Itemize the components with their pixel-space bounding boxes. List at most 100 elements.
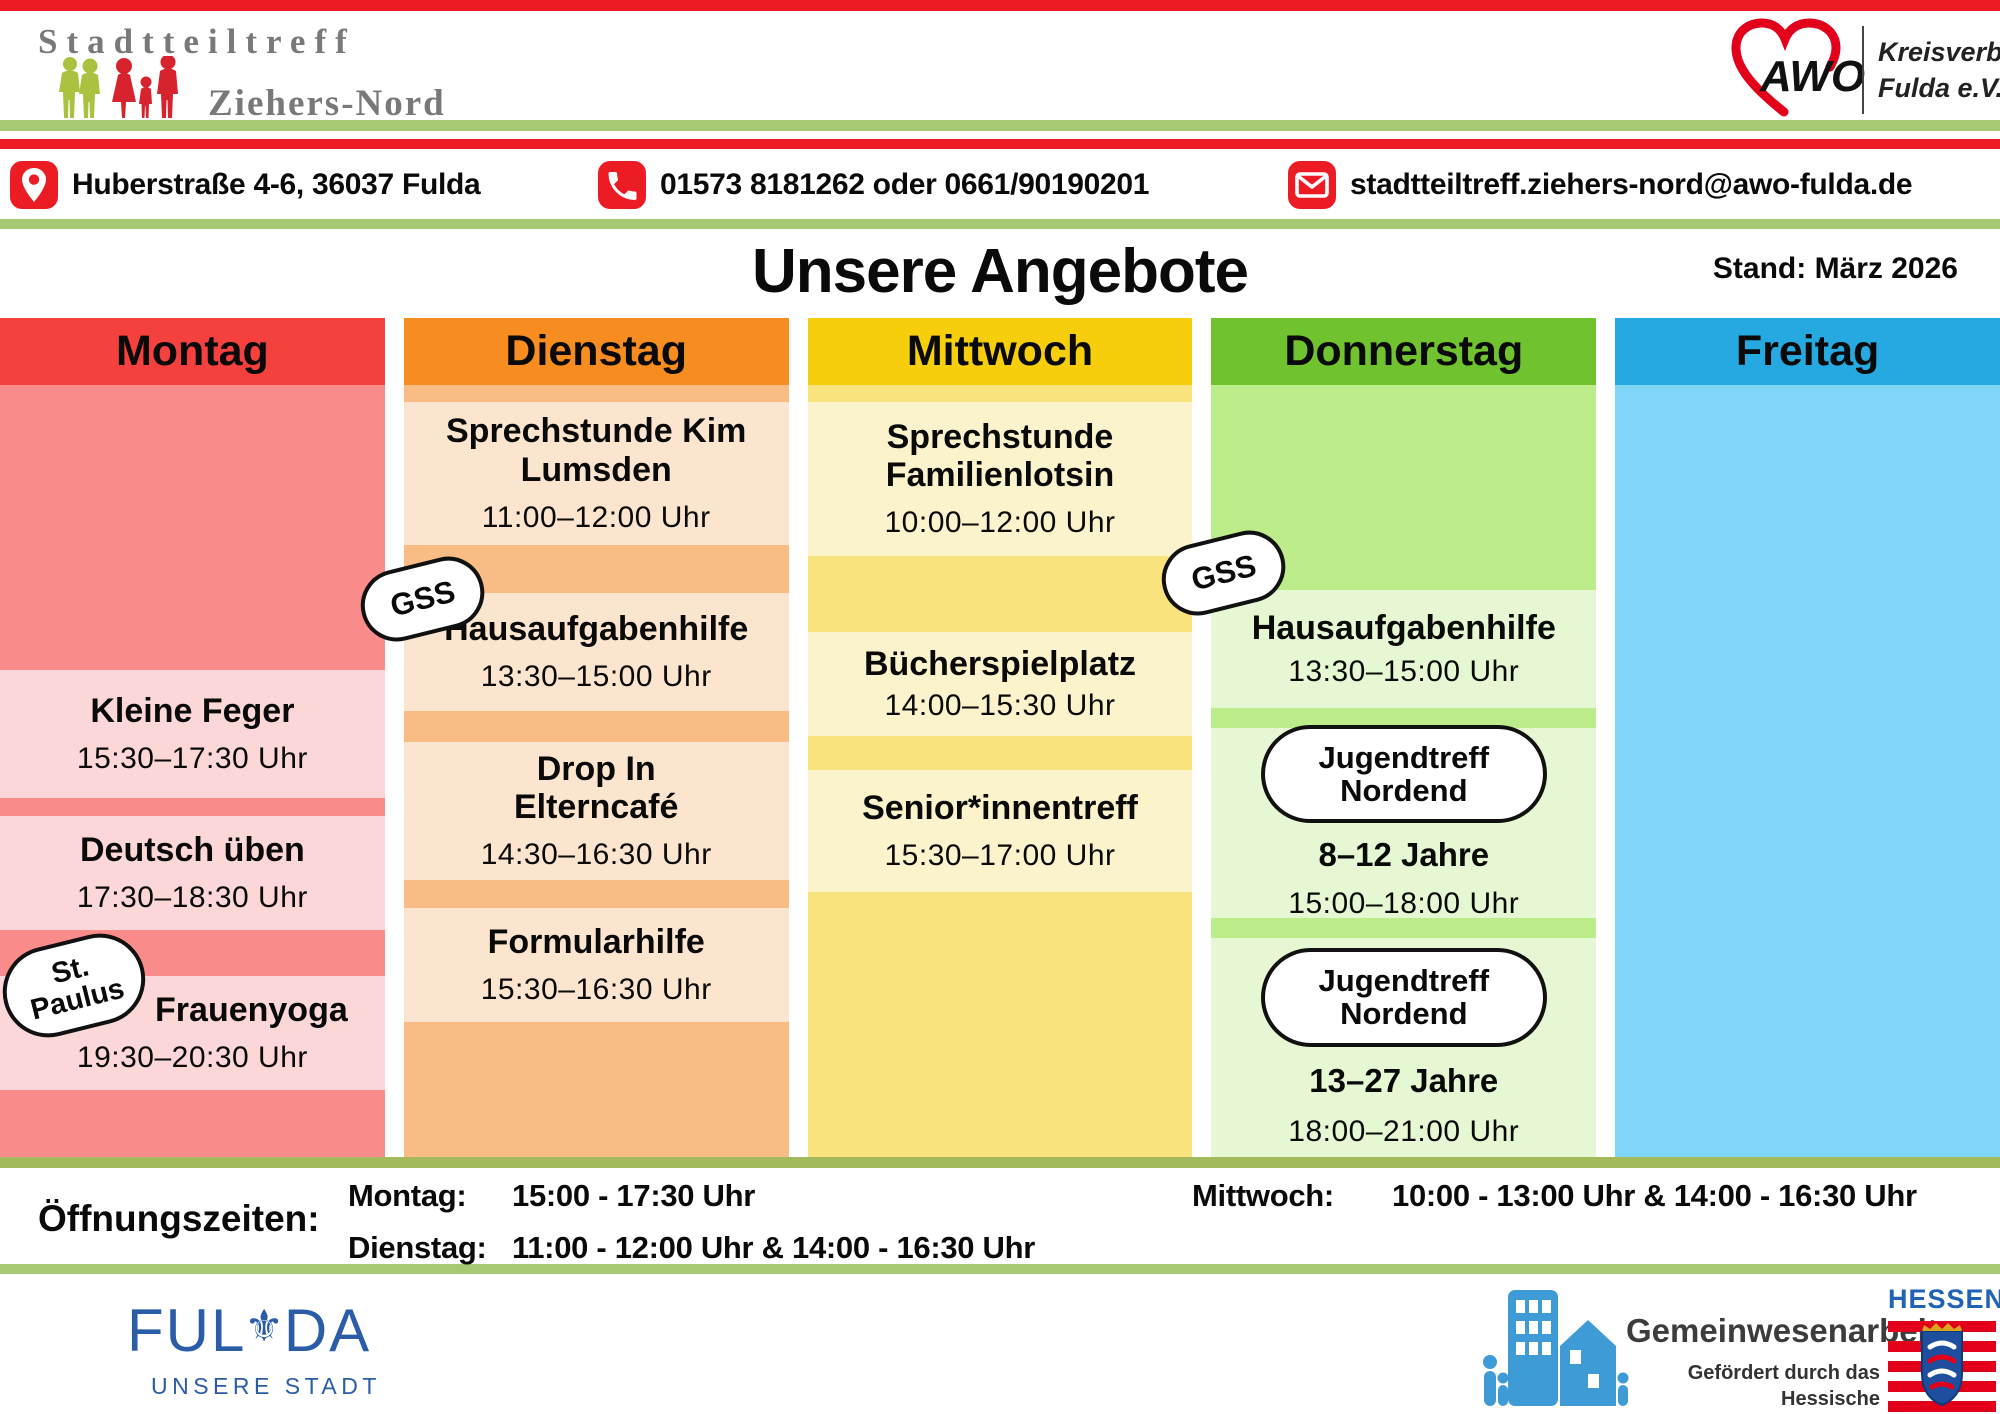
opening-time: 11:00 - 12:00 Uhr & 14:00 - 16:30 Uhr: [512, 1230, 1036, 1265]
day-body-dienstag: Sprechstunde Kim Lumsden 11:00–12:00 Uhr…: [352, 385, 789, 1157]
email-icon: [1288, 161, 1336, 209]
event-title: Drop In Elterncafé: [513, 749, 679, 826]
day-header-donnerstag: Donnerstag: [1211, 318, 1597, 385]
event-time: 15:30–16:30 Uhr: [480, 973, 712, 1007]
hessen-logo: HESSEN: [1888, 1284, 2000, 1414]
event-title: Kleine Feger: [90, 691, 295, 730]
fulda-logo: FUL ⚜ DA UNSERE STADT: [127, 1296, 381, 1400]
opening-time: 15:00 - 17:30 Uhr: [512, 1178, 756, 1213]
event-hausaufgabenhilfe-di: Hausaufgabenhilfe 13:30–15:00 Uhr: [403, 593, 789, 711]
event-time: 19:30–20:30 Uhr: [76, 1041, 308, 1075]
address-text: Huberstraße 4-6, 36037 Fulda: [72, 168, 481, 201]
opening-day: Montag:: [348, 1178, 467, 1213]
brand-name-line2: Ziehers-Nord: [208, 83, 446, 124]
address-row: Huberstraße 4-6, 36037 Fulda: [10, 152, 481, 218]
event-title: Senior*innentreff: [862, 788, 1138, 827]
hessen-coat-of-arms-icon: [1888, 1321, 1996, 1412]
day-header-montag: Montag: [0, 318, 385, 385]
fulda-word-part2: DA: [283, 1297, 372, 1364]
phone-icon: [598, 161, 646, 209]
event-buecherspielplatz: Bücherspielplatz 14:00–15:30 Uhr: [807, 632, 1193, 736]
program-name: Gemeinwesenarbeit: [1626, 1312, 1938, 1349]
fulda-wordmark: FUL ⚜ DA: [127, 1296, 381, 1365]
event-title: Frauenyoga: [155, 990, 348, 1029]
event-sprechstunde-kim-lumsden: Sprechstunde Kim Lumsden 11:00–12:00 Uhr: [403, 402, 789, 545]
jugendtreff-pill: Jugendtreff Nordend: [1260, 948, 1547, 1047]
event-title: Sprechstunde Familienlotsin: [885, 417, 1115, 494]
page-title: Unsere Angebote: [751, 237, 1249, 306]
event-title: Hausaufgabenhilfe: [444, 609, 749, 648]
email-text: stadtteiltreff.ziehers-nord@awo-fulda.de: [1350, 168, 1913, 201]
hessen-wordmark: HESSEN: [1888, 1284, 2000, 1314]
event-title: Deutsch üben: [79, 830, 305, 869]
day-body-donnerstag: Hausaufgabenhilfe 13:30–15:00 Uhr Jugend…: [1154, 385, 1597, 1157]
column-donnerstag: Donnerstag Hausaufgabenhilfe 13:30–15:00…: [1154, 318, 1597, 1157]
funding-line1: Gefördert durch das: [1687, 1362, 1880, 1384]
email-row: stadtteiltreff.ziehers-nord@awo-fulda.de: [1288, 152, 1913, 218]
funding-line2: Hessische Sozialministerium: [1781, 1388, 1880, 1410]
event-time: 10:00–12:00 Uhr: [884, 506, 1116, 540]
event-time: 11:00–12:00 Uhr: [481, 500, 711, 534]
stand-date: Stand: März 2026: [1712, 252, 1958, 285]
opening-day: Mittwoch:: [1192, 1178, 1334, 1213]
awo-heart-icon: [1731, 18, 1841, 117]
column-dienstag: Dienstag Sprechstunde Kim Lumsden 11:00–…: [352, 318, 789, 1157]
event-time: 18:00–21:00 Uhr: [1288, 1114, 1520, 1148]
event-kleine-feger: Kleine Feger 15:30–17:30 Uhr: [0, 670, 385, 798]
awo-logo: AWO Kreisverband Fulda e.V.: [1728, 16, 2000, 118]
awo-org-line1: Kreisverband: [1878, 37, 2000, 67]
awo-wordmark: AWO: [1760, 52, 1866, 101]
day-body-montag: Kleine Feger 15:30–17:30 Uhr Deutsch übe…: [0, 385, 385, 1157]
column-montag: Montag Kleine Feger 15:30–17:30 Uhr Deut…: [0, 318, 385, 1157]
opening-hours-label: Öffnungszeiten:: [38, 1198, 320, 1239]
age-range: 8–12 Jahre: [1318, 836, 1490, 874]
awo-org-name: Kreisverband Fulda e.V.: [1878, 34, 2000, 107]
event-jugendtreff-13-27: Jugendtreff Nordend 13–27 Jahre 18:00–21…: [1211, 938, 1597, 1157]
event-time: 14:00–15:30 Uhr: [884, 689, 1116, 723]
event-seniorinnentreff: Senior*innentreff 15:30–17:00 Uhr: [807, 770, 1193, 892]
event-sprechstunde-familienlotsin: Sprechstunde Familienlotsin 10:00–12:00 …: [807, 402, 1193, 556]
event-time: 14:30–16:30 Uhr: [480, 838, 712, 872]
red-divider: [0, 139, 2000, 149]
day-body-mittwoch: Sprechstunde Familienlotsin 10:00–12:00 …: [807, 385, 1193, 1157]
event-time: 15:30–17:30 Uhr: [76, 742, 308, 776]
opening-time: 10:00 - 13:00 Uhr & 14:00 - 16:30 Uhr: [1392, 1178, 1917, 1213]
phone-row: 01573 8181262 oder 0661/90190201: [598, 152, 1149, 218]
event-time: 13:30–15:00 Uhr: [480, 660, 712, 694]
fulda-subtitle: UNSERE STADT: [151, 1373, 381, 1399]
top-red-bar: [0, 0, 2000, 11]
day-header-freitag: Freitag: [1615, 318, 2000, 385]
event-time: 13:30–15:00 Uhr: [1288, 655, 1520, 689]
event-jugendtreff-8-12: Jugendtreff Nordend 8–12 Jahre 15:00–18:…: [1211, 724, 1597, 921]
day-header-dienstag: Dienstag: [403, 318, 789, 385]
event-time: 15:00–18:00 Uhr: [1288, 887, 1520, 921]
location-pin-icon: [10, 161, 58, 209]
event-formularhilfe: Formularhilfe 15:30–16:30 Uhr: [403, 908, 789, 1022]
olive-divider: [0, 1157, 2000, 1168]
brand-name-line1: Stadtteiltreff: [38, 22, 356, 61]
phone-text: 01573 8181262 oder 0661/90190201: [660, 168, 1150, 201]
age-range: 13–27 Jahre: [1309, 1061, 1499, 1099]
event-deutsch-ueben: Deutsch üben 17:30–18:30 Uhr: [0, 816, 385, 930]
event-time: 17:30–18:30 Uhr: [76, 881, 308, 915]
awo-divider: [1862, 26, 1864, 114]
event-time: 15:30–17:00 Uhr: [884, 839, 1116, 873]
event-drop-in-elterncafe: Drop In Elterncafé 14:30–16:30 Uhr: [403, 742, 789, 880]
schedule-grid: Montag Kleine Feger 15:30–17:30 Uhr Deut…: [0, 318, 2000, 1157]
awo-org-line2: Fulda e.V.: [1878, 73, 2000, 104]
green-divider-3: [0, 1264, 2000, 1274]
event-title: Hausaufgabenhilfe: [1251, 608, 1556, 647]
event-title: Bücherspielplatz: [863, 644, 1137, 683]
day-body-freitag: [1615, 385, 2000, 1157]
jugendtreff-pill: Jugendtreff Nordend: [1260, 724, 1547, 824]
community-buildings-icon: [1483, 1290, 1629, 1406]
fulda-word-part1: FUL: [127, 1297, 247, 1364]
column-freitag: Freitag: [1615, 318, 2000, 1157]
green-divider-1: [0, 120, 2000, 131]
fleur-de-lis-icon: ⚜: [244, 1302, 286, 1351]
funding-note: Gefördert durch das Hessische Sozialmini…: [1612, 1360, 1880, 1414]
day-header-mittwoch: Mittwoch: [807, 318, 1193, 385]
opening-day: Dienstag:: [348, 1230, 487, 1265]
event-title: Formularhilfe: [487, 922, 705, 961]
